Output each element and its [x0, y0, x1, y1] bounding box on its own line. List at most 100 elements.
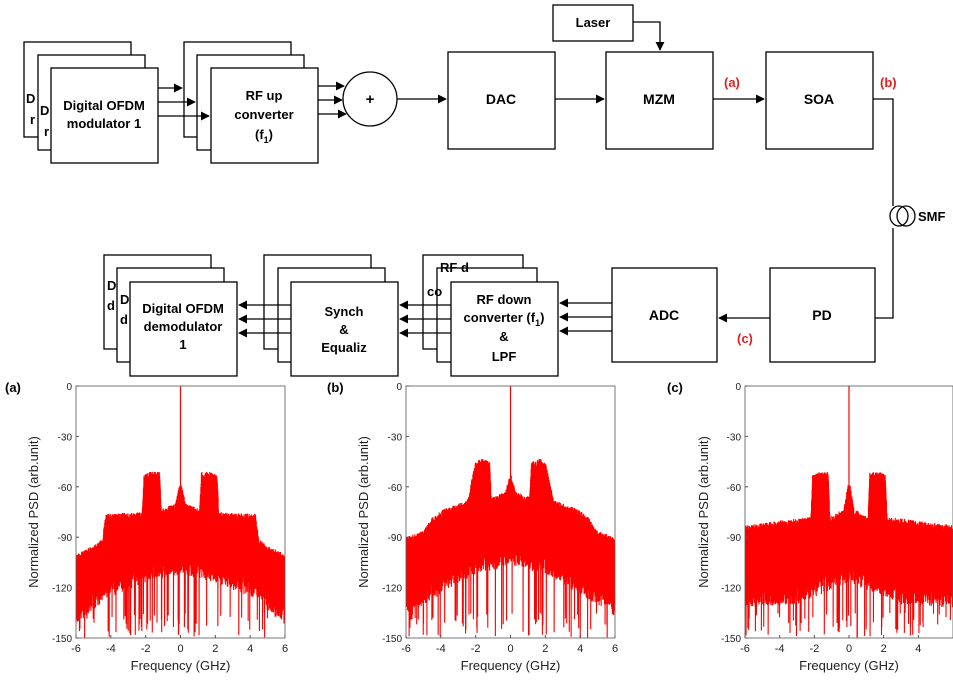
y-tick-label: -90 — [58, 533, 73, 544]
dsp-modulator-label-2: modulator 1 — [67, 116, 141, 131]
dsp-demodulator-label-1: Digital OFDM — [142, 301, 224, 316]
dsp-modulator-mid-label-1: D — [40, 103, 49, 118]
mzm-block — [605, 51, 714, 150]
y-tick-label: -30 — [388, 432, 403, 443]
dsp-modulator-mid-label-2: r — [44, 124, 49, 139]
x-axis-label: Frequency (GHz) — [799, 658, 899, 673]
x-tick-label: 2 — [542, 643, 548, 655]
laser-block — [552, 4, 634, 42]
rf-down-label-2: converter (f1) — [464, 310, 545, 328]
x-axis-label: Frequency (GHz) — [131, 658, 231, 673]
y-axis-label: Normalized PSD (arb.unit) — [696, 436, 711, 588]
sync-label-1: Synch — [324, 304, 363, 319]
y-axis-label: Normalized PSD (arb.unit) — [356, 436, 371, 588]
sync-label-3: Equaliz — [321, 340, 367, 355]
point-b-label: (b) — [880, 75, 897, 90]
x-tick-label: -6 — [401, 643, 411, 655]
y-tick-label: 0 — [396, 382, 402, 393]
y-tick-label: -150 — [721, 634, 741, 645]
psd-trace — [745, 471, 953, 638]
y-tick-label: -90 — [727, 533, 742, 544]
rf-down-back-label-2: co — [427, 284, 442, 299]
pd-label: PD — [812, 307, 831, 323]
dsp-demodulator-back-label-1: D — [107, 278, 116, 293]
rf-down-back-label-1: RF d — [440, 260, 469, 275]
dsp-modulator-block — [50, 67, 159, 164]
rf-down-converter-block — [450, 281, 559, 377]
dsp-demodulator-mid-label-2: d — [120, 312, 128, 327]
dac-block — [447, 51, 556, 150]
dsp-modulator-back-label-2: r — [30, 112, 35, 127]
dsp-demodulator-label-3: 1 — [179, 337, 186, 352]
panel-label: (b) — [327, 380, 344, 395]
y-tick-label: -150 — [382, 634, 402, 645]
x-tick-label: 6 — [282, 643, 288, 655]
y-tick-label: -30 — [58, 432, 73, 443]
dsp-demodulator-label-2: demodulator — [144, 319, 223, 334]
pd-block — [769, 267, 876, 363]
x-tick-label: 4 — [915, 643, 921, 655]
x-tick-label: -4 — [106, 643, 116, 655]
x-tick-label: 4 — [247, 643, 253, 655]
y-tick-label: -120 — [52, 584, 72, 595]
dsp-demodulator-block — [129, 281, 238, 377]
y-tick-label: -60 — [727, 483, 742, 494]
rf-up-converter-block — [210, 67, 319, 164]
x-tick-label: 2 — [212, 643, 218, 655]
y-tick-label: -90 — [388, 533, 403, 544]
rf-down-label-1: RF down — [477, 292, 532, 307]
smf-fiber-coil-icon — [889, 205, 916, 227]
y-tick-label: -120 — [721, 584, 741, 595]
x-tick-label: -6 — [71, 643, 81, 655]
x-tick-label: 6 — [612, 643, 618, 655]
dsp-demodulator-mid-label-1: D — [120, 292, 129, 307]
sync-equalizer-block — [290, 281, 399, 377]
smf-label: SMF — [918, 209, 946, 224]
x-tick-label: -4 — [436, 643, 446, 655]
x-tick-label: 0 — [507, 643, 513, 655]
y-tick-label: 0 — [735, 382, 741, 393]
adc-block — [611, 267, 718, 363]
spectrum-panel-1: 0 -30 -60 -90 -120 -150-6 -4 -2 0 2 4 6 Frequency (G… — [5, 380, 288, 673]
point-a-label: (a) — [724, 75, 740, 90]
psd-trace — [76, 471, 285, 638]
x-tick-label: 0 — [846, 643, 852, 655]
rf-up-frequency-label: (f1) — [255, 127, 273, 145]
dac-label: DAC — [486, 91, 516, 107]
laser-label: Laser — [576, 15, 611, 30]
x-tick-label: -6 — [740, 643, 750, 655]
point-c-label: (c) — [737, 331, 753, 346]
y-tick-label: -150 — [52, 634, 72, 645]
panel-label: (c) — [667, 380, 683, 395]
y-tick-label: -60 — [388, 483, 403, 494]
y-tick-label: 0 — [66, 382, 72, 393]
spectrum-panel-2: 0 -30 -60 -90 -120 -150-6 -4 -2 0 2 4 6 Frequency (G… — [327, 380, 618, 673]
dsp-modulator-back-label-1: D — [26, 91, 35, 106]
sync-label-2: & — [339, 322, 348, 337]
dsp-demodulator-back-label-2: d — [107, 298, 115, 313]
rf-down-label-4: LPF — [492, 349, 517, 364]
rf-up-label-2: converter — [234, 107, 293, 122]
panel-label: (a) — [5, 380, 21, 395]
y-tick-label: -30 — [727, 432, 742, 443]
rf-up-label-1: RF up — [246, 88, 283, 103]
x-axis-label: Frequency (GHz) — [461, 658, 561, 673]
x-tick-label: -2 — [809, 643, 819, 655]
receiver-labels: PD ADC (c) RF d co RF down converter (f1… — [107, 260, 832, 364]
spectrum-panel-3: 0 -30 -60 -90 -120 -150-6 -4 -2 0 2 4 Frequency (GH… — [667, 380, 953, 673]
soa-block — [765, 51, 874, 150]
x-tick-label: -2 — [141, 643, 151, 655]
y-axis-label: Normalized PSD (arb.unit) — [26, 436, 41, 588]
x-tick-label: 0 — [177, 643, 183, 655]
rf-down-label-3: & — [499, 329, 508, 344]
receiver-connectors — [238, 298, 770, 338]
dsp-modulator-label-1: Digital OFDM — [63, 98, 145, 113]
x-tick-label: 2 — [881, 643, 887, 655]
transmitter-chain — [23, 4, 874, 164]
transmitter-connectors — [158, 21, 894, 319]
y-tick-label: -60 — [58, 483, 73, 494]
transmitter-labels: D r D r Digital OFDM modulator 1 RF up c… — [26, 15, 897, 145]
x-tick-label: -4 — [775, 643, 785, 655]
